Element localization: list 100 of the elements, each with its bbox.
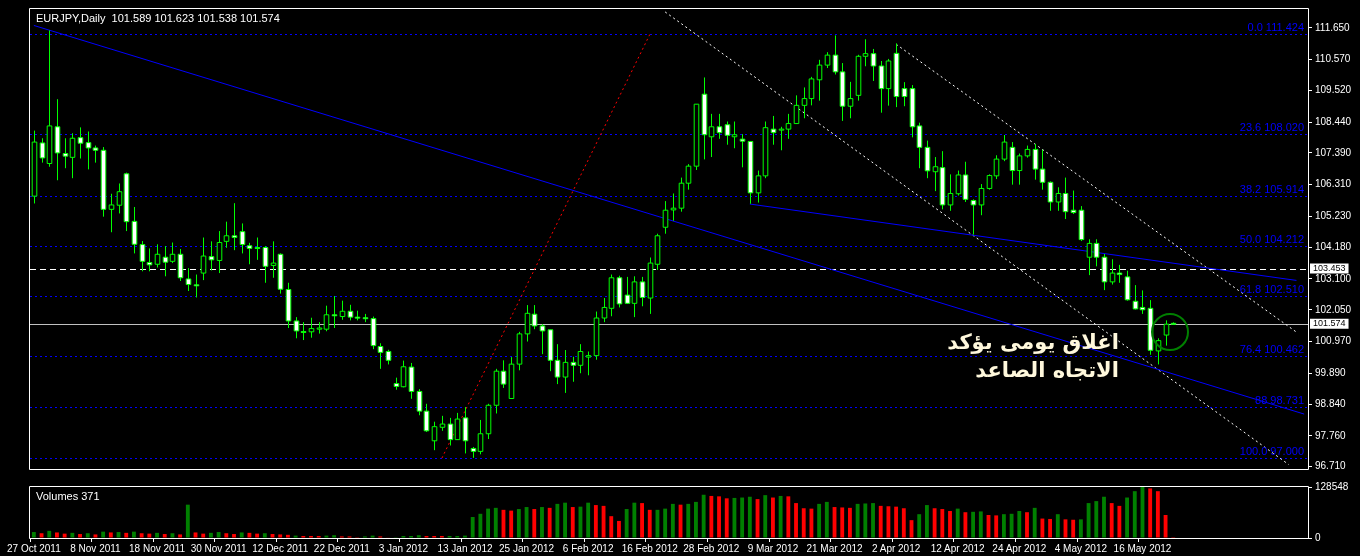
bar (686, 503, 691, 538)
bar (139, 533, 144, 538)
bar (155, 532, 159, 538)
bar (509, 510, 514, 538)
bar (124, 532, 129, 538)
y-tick-label: 110.570 (1315, 53, 1351, 65)
bar (547, 507, 552, 538)
bar (840, 507, 845, 538)
bar (771, 497, 775, 538)
y-tick-label: 105.230 (1315, 210, 1352, 222)
bar (270, 534, 275, 538)
bar (878, 505, 883, 538)
y-tick-label: 111.650 (1315, 21, 1351, 33)
bar (540, 507, 544, 538)
bar (717, 496, 721, 538)
x-tick-label: 22 Dec 2011 (313, 542, 371, 554)
annotation: اغلاق يومى يؤكد (947, 328, 1119, 355)
bar (239, 532, 244, 538)
bar (901, 508, 906, 538)
bar (994, 515, 999, 538)
bar (563, 502, 567, 538)
bar (478, 513, 483, 538)
bar (285, 534, 290, 538)
bar (570, 507, 575, 538)
ref-line-label: 100.0 97.000 (1239, 444, 1304, 457)
bar (493, 507, 498, 538)
bar (778, 495, 783, 538)
x-tick-label: 12 Apr 2012 (930, 542, 986, 554)
bar (794, 503, 798, 538)
bar (647, 509, 652, 538)
bar (1001, 514, 1006, 538)
bar (1071, 519, 1076, 538)
y-tick-label: 98.840 (1315, 397, 1347, 409)
bar (1117, 505, 1122, 538)
y-tick-label: 108.440 (1315, 115, 1352, 127)
bar (924, 505, 929, 538)
bar (948, 511, 952, 538)
bar (894, 506, 899, 538)
bar (663, 508, 668, 538)
bar (871, 503, 875, 538)
bar (1155, 491, 1160, 538)
x-tick-label: 28 Feb 2012 (683, 542, 740, 554)
bar (470, 516, 475, 538)
bar (201, 533, 206, 538)
bar (886, 506, 891, 538)
bar (185, 504, 190, 538)
bar (93, 534, 98, 538)
y-tick-label: 107.390 (1315, 146, 1352, 158)
x-tick-label: 13 Jan 2012 (437, 542, 493, 554)
bar (85, 533, 90, 538)
bar (224, 533, 229, 538)
bar (617, 520, 621, 538)
bar (1102, 496, 1106, 538)
bar (247, 532, 252, 538)
bar (278, 534, 283, 538)
y-tick-label: 99.890 (1315, 366, 1347, 378)
x-tick-label: 6 Feb 2012 (562, 542, 614, 554)
bar (963, 512, 968, 538)
bar (193, 532, 198, 538)
x-tick-label: 16 Feb 2012 (621, 542, 679, 554)
ref-line-label: 23.6 108.020 (1239, 120, 1304, 133)
bar (55, 532, 59, 538)
ref-line-label: 76.4 100.462 (1239, 342, 1304, 355)
x-tick-label: 4 May 2012 (1054, 542, 1108, 554)
bar (1132, 491, 1137, 538)
y-tick-label: 104.180 (1315, 240, 1352, 252)
bar (640, 503, 644, 538)
bar (763, 495, 768, 538)
x-tick-label: 27 Oct 2011 (6, 542, 62, 554)
bar (70, 532, 75, 538)
bar (701, 494, 706, 538)
bar (170, 533, 175, 538)
bar (255, 533, 260, 538)
bar (740, 497, 745, 538)
bar (39, 533, 44, 538)
x-tick-label: 30 Nov 2011 (190, 542, 248, 554)
bar (848, 507, 852, 538)
bar (101, 531, 106, 538)
bar (1055, 514, 1060, 538)
chart-title: EURJPY,Daily 101.589 101.623 101.538 101.574 (36, 11, 280, 24)
bar (555, 503, 560, 538)
y-tick-label: 0 (1315, 531, 1321, 543)
x-tick-label: 18 Nov 2011 (129, 542, 186, 554)
x-tick-label: 9 Mar 2012 (747, 542, 799, 554)
bar (147, 533, 152, 538)
bar (971, 511, 976, 538)
y-tick-label: 96.710 (1315, 460, 1347, 472)
bar (593, 505, 598, 538)
bar (209, 532, 213, 538)
bar (863, 503, 868, 538)
bar (108, 532, 113, 538)
bar (47, 530, 52, 538)
bar (486, 508, 490, 538)
bar (1094, 501, 1099, 538)
bar (416, 535, 421, 538)
bar (1078, 519, 1083, 538)
bar (917, 514, 922, 538)
x-tick-label: 21 Mar 2012 (806, 542, 864, 554)
x-tick-label: 3 Jan 2012 (378, 542, 429, 554)
bar (586, 502, 591, 538)
